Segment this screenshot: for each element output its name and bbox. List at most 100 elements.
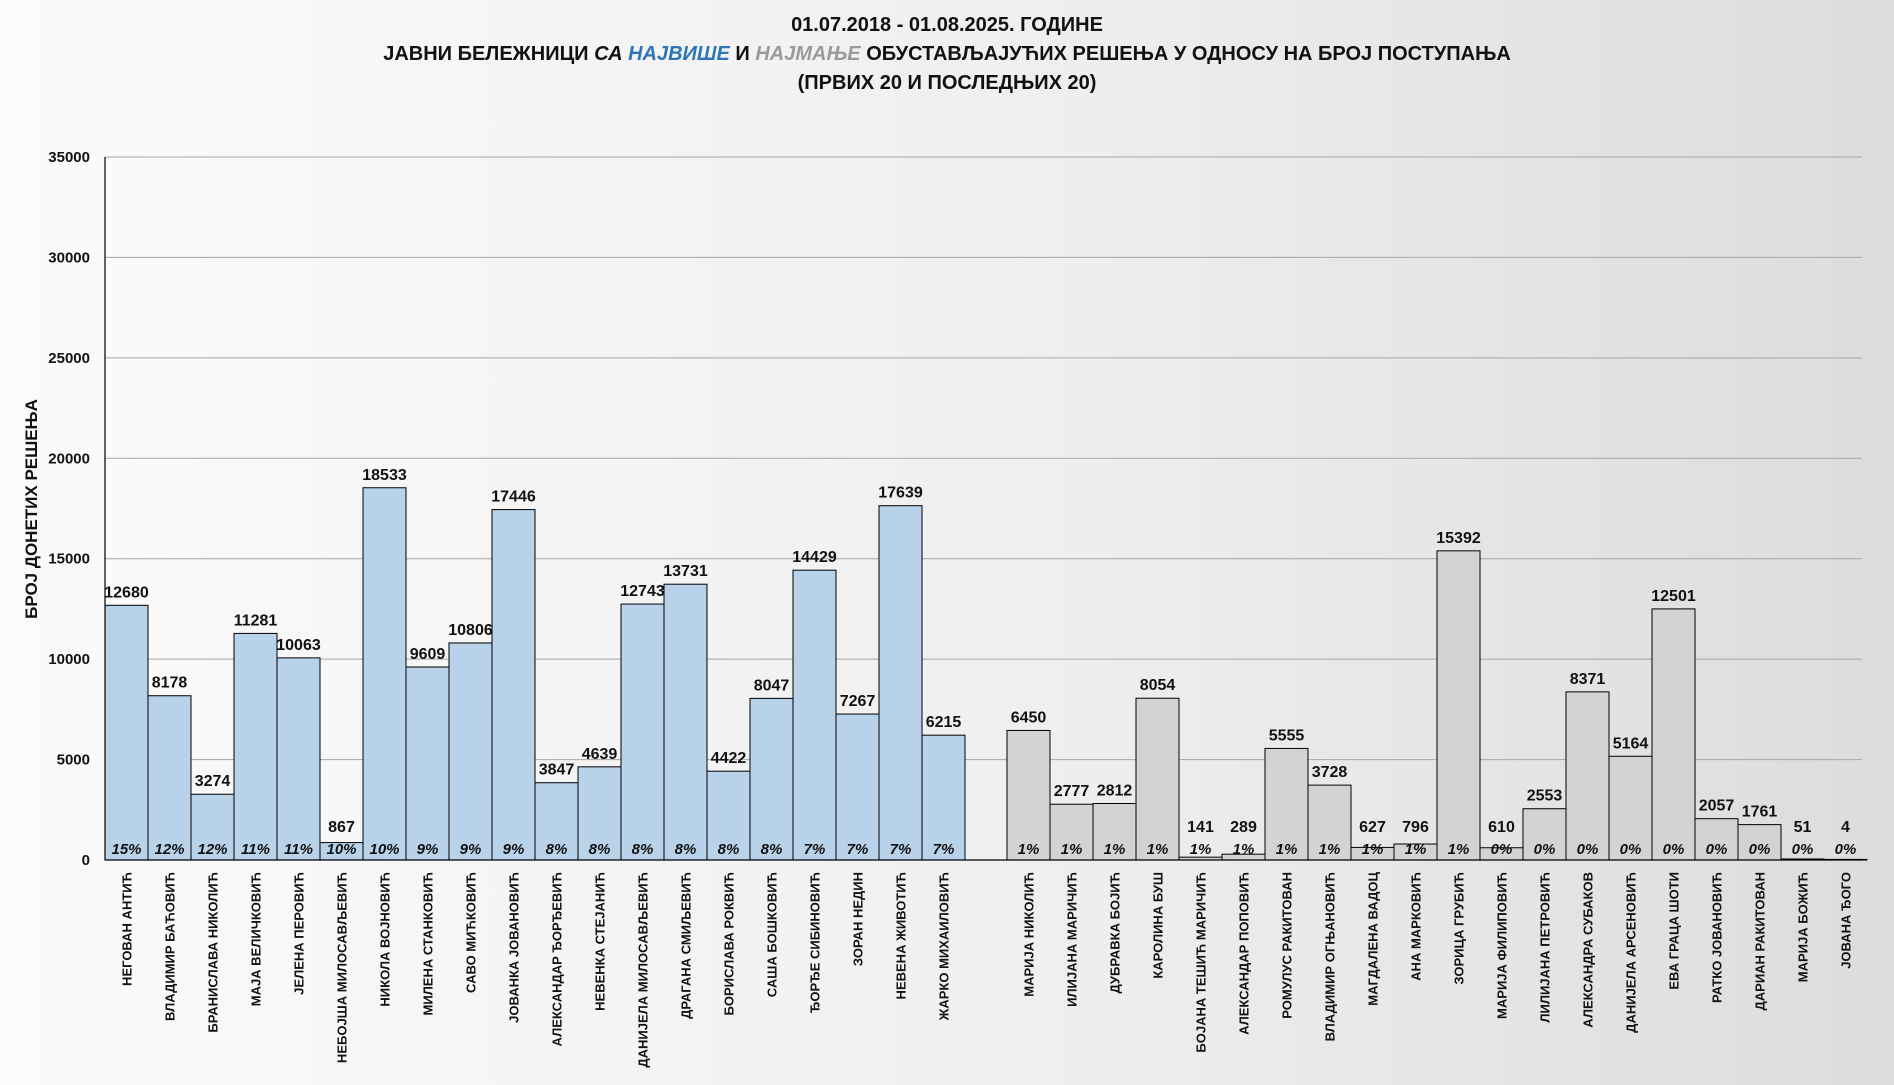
percent-label: 0% — [1663, 841, 1685, 858]
value-label: 3274 — [195, 773, 231, 790]
percent-label: 8% — [589, 841, 611, 858]
value-label: 7267 — [840, 693, 876, 710]
title-line-2-part-4: И — [730, 43, 756, 65]
bar — [276, 657, 321, 861]
category-label: КАРОЛИНА БУШ — [1151, 872, 1166, 979]
value-label: 610 — [1488, 819, 1515, 836]
category-label: САША БОШКОВИЋ — [765, 872, 780, 997]
category-label: БОРИСЛАВА РОКВИЋ — [722, 872, 737, 1015]
bar — [104, 604, 149, 861]
bar — [749, 697, 794, 861]
title-line-2-part-1: ЈАВНИ БЕЛЕЖНИЦИ — [383, 43, 594, 65]
category-label: ЂОРЂЕ СИБИНОВИЋ — [808, 872, 823, 1013]
bar — [1565, 691, 1610, 861]
bar — [1264, 747, 1309, 861]
value-label: 10806 — [448, 622, 493, 639]
category-label: АЛЕКСАНДАР ЂОРЂЕВИЋ — [550, 872, 565, 1046]
value-label: 6215 — [926, 714, 962, 731]
percent-label: 1% — [1190, 841, 1212, 858]
percent-label: 7% — [804, 841, 826, 858]
category-label: АЛЕКСАНДАР ПОПОВИЋ — [1237, 872, 1252, 1035]
value-label: 3847 — [539, 762, 575, 779]
value-label: 4422 — [711, 750, 747, 767]
category-label: РОМУЛУС РАКИТОВАН — [1280, 872, 1295, 1019]
value-label: 15392 — [1436, 530, 1481, 547]
percent-label: 10% — [369, 841, 399, 858]
percent-label: 8% — [718, 841, 740, 858]
category-label: БОЈАНА ТЕШИЋ МАРИЧИЋ — [1194, 872, 1209, 1053]
percent-label: 7% — [847, 841, 869, 858]
percent-label: 10% — [326, 841, 356, 858]
title-line-2-part-2: СА — [594, 43, 628, 65]
value-label: 8371 — [1570, 671, 1606, 688]
bar — [405, 666, 450, 861]
bar — [577, 766, 622, 861]
value-label: 18533 — [362, 467, 407, 484]
bars — [104, 487, 1868, 861]
value-label: 17446 — [491, 489, 536, 506]
category-label: ДАНИЈЕЛА МИЛОСАВЉЕВИЋ — [636, 872, 651, 1068]
percent-label: 9% — [503, 841, 525, 858]
percent-label: 11% — [284, 841, 313, 858]
bar — [835, 713, 880, 861]
y-tick-label: 0 — [82, 852, 90, 869]
percent-label: 1% — [1061, 841, 1083, 858]
bar — [1694, 818, 1739, 861]
category-label: ЖАРКО МИХАИЛОВИЋ — [937, 872, 952, 1021]
bar — [620, 603, 665, 861]
value-label: 8047 — [754, 677, 790, 694]
bar — [1135, 697, 1180, 861]
bar — [534, 782, 579, 861]
percent-label: 8% — [546, 841, 568, 858]
bar — [792, 569, 837, 861]
x-tick-labels: НЕГОВАН АНТИЋ ВЛАДИМИР БАЋОВИЋ БРАНИСЛАВА … — [120, 871, 1854, 1067]
percent-label: 1% — [1104, 841, 1126, 858]
category-label: ВЛАДИМИР БАЋОВИЋ — [163, 872, 178, 1021]
y-axis-label: БРОЈ ДОНЕТИХ РЕШЕЊА — [22, 399, 41, 619]
category-label: АЛЕКСАНДРА СУБАКОВ — [1581, 872, 1596, 1028]
percent-label: 0% — [1577, 841, 1599, 858]
percent-label: 1% — [1233, 841, 1255, 858]
bar — [878, 505, 923, 861]
bar — [921, 734, 966, 861]
bar — [1436, 550, 1481, 861]
value-label: 12680 — [104, 584, 149, 601]
percent-label: 1% — [1319, 841, 1341, 858]
bar — [448, 642, 493, 861]
category-label: ЈОВАНА ЂОГО — [1839, 872, 1854, 969]
bar — [491, 509, 536, 861]
category-label: ДРАГАНА СМИЉЕВИЋ — [679, 872, 694, 1019]
percent-label: 0% — [1706, 841, 1728, 858]
category-label: ЈОВАНКА ЈОВАНОВИЋ — [507, 872, 522, 1023]
percent-label: 1% — [1276, 841, 1298, 858]
bar — [706, 770, 751, 861]
bar — [1049, 803, 1094, 861]
bar — [233, 632, 278, 861]
percent-label: 7% — [933, 841, 955, 858]
category-label: САВО МИЋКОВИЋ — [464, 872, 479, 993]
y-tick-labels: 0 5000 10000 15000 20000 25000 30000 35000 — [48, 149, 90, 869]
value-label: 2812 — [1097, 783, 1133, 800]
value-label: 1761 — [1742, 804, 1778, 821]
title-line-2: ЈАВНИ БЕЛЕЖНИЦИ СА НАЈВИШЕ И НАЈМАЊЕ ОБУ… — [383, 43, 1511, 65]
y-tick-label: 25000 — [48, 350, 90, 367]
value-label: 4 — [1841, 819, 1850, 836]
category-label: ЛИЛИЈАНА ПЕТРОВИЋ — [1538, 872, 1553, 1023]
bar — [190, 793, 235, 861]
chart-title: 01.07.2018 - 01.08.2025. ГОДИНЕ ЈАВНИ БЕ… — [383, 14, 1511, 94]
bar — [147, 695, 192, 861]
category-label: МАРИЈА ФИЛИПОВИЋ — [1495, 872, 1510, 1019]
y-tick-label: 5000 — [57, 752, 90, 769]
y-tick-label: 10000 — [48, 651, 90, 668]
percent-label: 12% — [154, 841, 184, 858]
percent-label: 0% — [1749, 841, 1771, 858]
category-label: НИКОЛА ВОЈНОВИЋ — [378, 872, 393, 1007]
category-label: МАГДАЛЕНА ВАДОЦ — [1366, 871, 1381, 1005]
category-label: НЕГОВАН АНТИЋ — [120, 872, 135, 986]
value-label: 8178 — [152, 675, 188, 692]
title-line-2-most: НАЈВИШЕ — [628, 43, 730, 65]
category-label: НЕВЕНА ЖИВОТИЋ — [894, 872, 909, 999]
percent-label: 8% — [675, 841, 697, 858]
y-tick-label: 30000 — [48, 249, 90, 266]
